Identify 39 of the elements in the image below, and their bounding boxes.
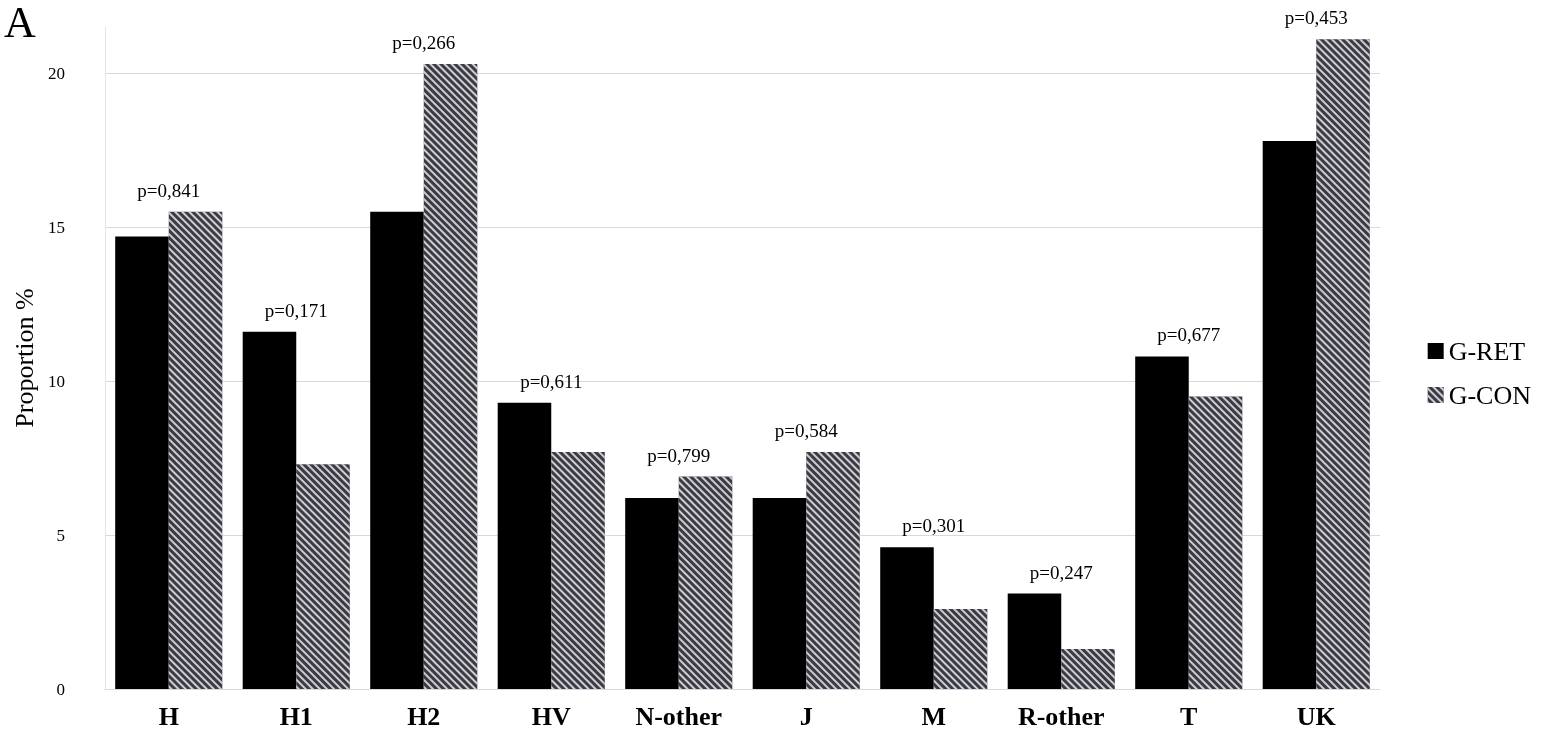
x-tick-label: R-other xyxy=(1017,701,1105,731)
bar xyxy=(1135,356,1189,689)
x-tick-label: H xyxy=(158,701,179,731)
bar xyxy=(752,498,807,689)
y-tick-label: 0 xyxy=(56,679,65,699)
bar xyxy=(370,211,424,689)
y-axis-title: Proportion % xyxy=(9,288,39,428)
annotation: p=0,677 xyxy=(1157,324,1221,346)
annotation: p=0,247 xyxy=(1029,561,1093,583)
x-tick-label: J xyxy=(799,701,813,731)
annotation: p=0,841 xyxy=(137,179,201,201)
y-tick-label: 15 xyxy=(48,217,65,237)
x-tick-label: H2 xyxy=(407,701,441,731)
annotation: p=0,301 xyxy=(902,515,966,537)
annotation: p=0,171 xyxy=(264,299,328,321)
x-tick-label: N-other xyxy=(635,701,723,731)
annotation: p=0,453 xyxy=(1284,7,1348,29)
y-tick-label: 20 xyxy=(48,63,65,83)
bar xyxy=(115,236,169,689)
x-tick-label: HV xyxy=(531,701,571,731)
bar xyxy=(880,547,934,689)
bar xyxy=(625,498,679,689)
annotation: p=0,266 xyxy=(392,31,456,53)
y-tick-label: 10 xyxy=(48,371,65,391)
legend-label: G-CON xyxy=(1448,380,1532,410)
x-tick-label: UK xyxy=(1296,701,1337,731)
y-tick-label: 5 xyxy=(56,525,65,545)
annotation: p=0,584 xyxy=(774,419,839,441)
x-tick-label: H1 xyxy=(279,701,313,731)
bar xyxy=(1262,140,1317,689)
bar xyxy=(1007,593,1062,689)
bar xyxy=(242,331,297,689)
bar xyxy=(497,402,552,689)
legend-label: G-RET xyxy=(1448,336,1526,366)
text: A xyxy=(4,0,36,47)
x-tick-label: M xyxy=(921,701,947,731)
annotation: p=0,611 xyxy=(520,370,583,392)
annotation: p=0,799 xyxy=(647,444,711,466)
x-tick-label: T xyxy=(1180,701,1198,731)
